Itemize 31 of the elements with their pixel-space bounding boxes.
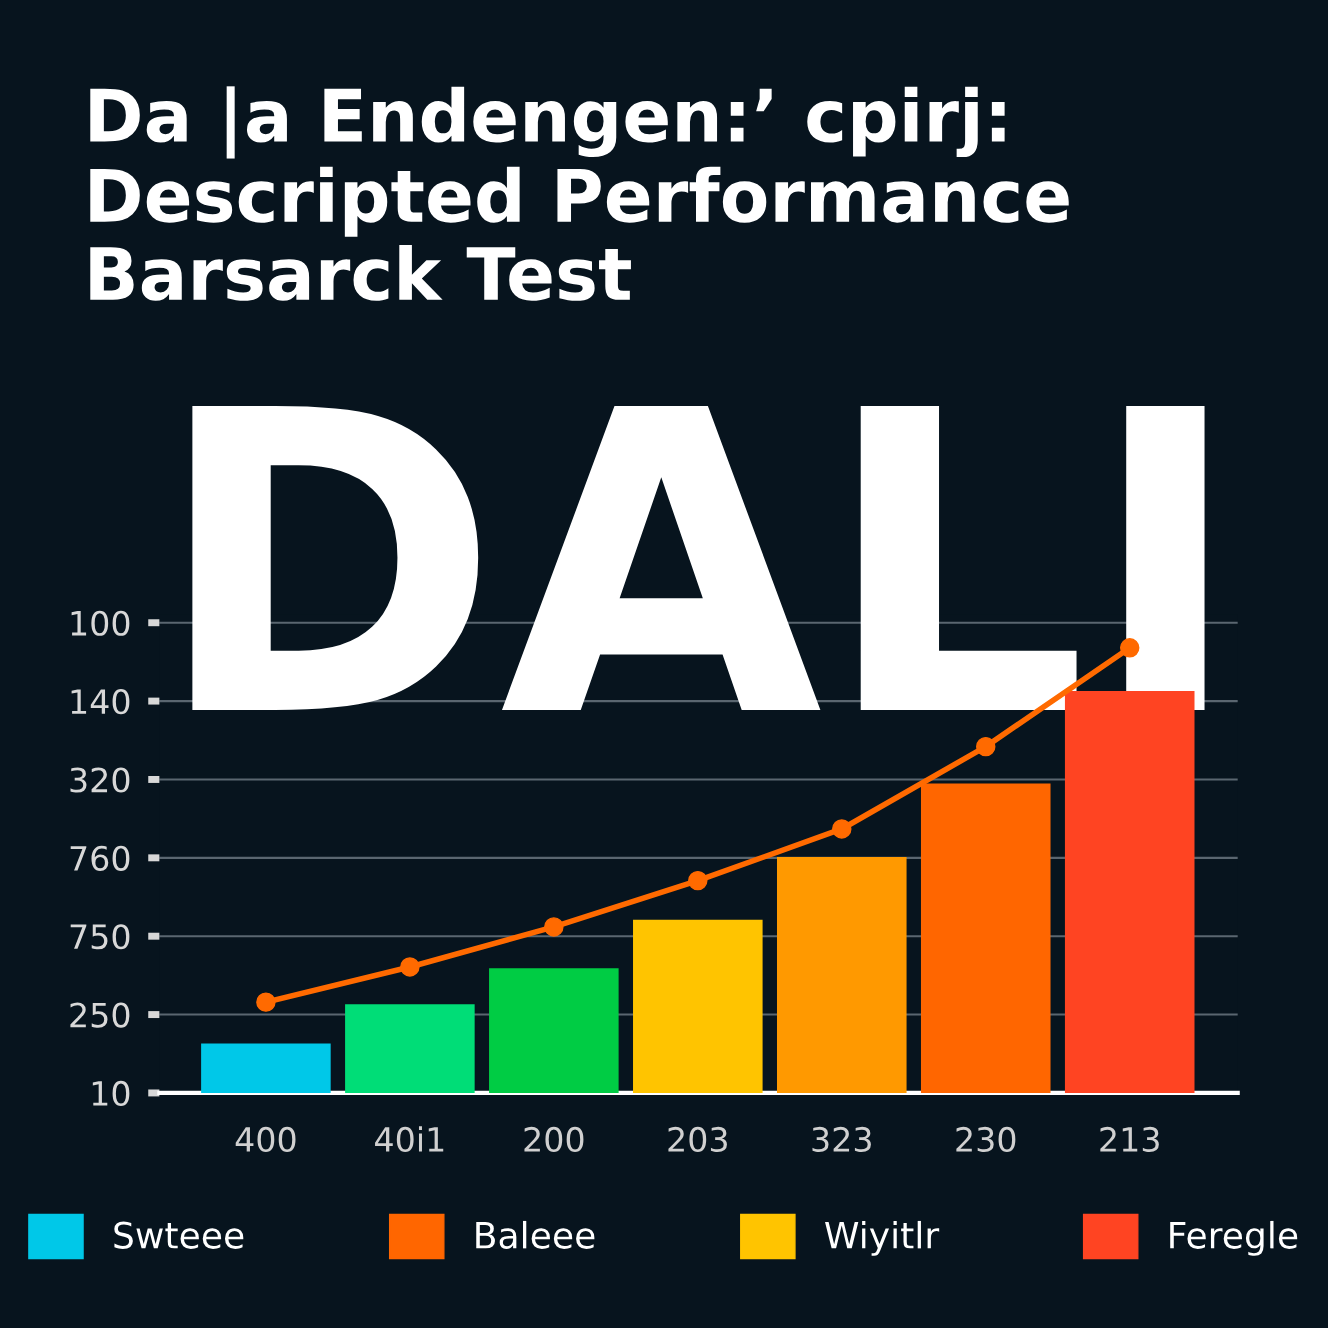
bar bbox=[345, 1004, 475, 1093]
x-tick-label: 213 bbox=[1100, 1126, 1159, 1153]
x-tick-label: 203 bbox=[668, 1126, 727, 1153]
bar bbox=[201, 1043, 331, 1093]
bar bbox=[633, 919, 763, 1093]
annotation: DALI bbox=[192, 406, 1205, 710]
legend-label: Feregle bbox=[1170, 1220, 1298, 1256]
chart-title: Da |a Endengen:ʼ cpirj: Descripted Performance Barsarck Test bbox=[90, 86, 1069, 301]
point bbox=[832, 819, 852, 839]
bar bbox=[776, 857, 907, 1093]
x-tick-label: 40i1 bbox=[375, 1126, 444, 1153]
legend-label: Wiyitlr bbox=[825, 1220, 940, 1256]
text: 750 bbox=[70, 924, 130, 950]
legend-label: Baleee bbox=[476, 1220, 595, 1249]
text: 250 bbox=[70, 1002, 130, 1028]
x-tick-label: 200 bbox=[524, 1126, 584, 1153]
x-tick-label: 400 bbox=[235, 1126, 296, 1153]
x-tick-label: 323 bbox=[812, 1126, 871, 1153]
text: 320 bbox=[70, 767, 130, 793]
point bbox=[256, 992, 276, 1012]
x-tick-label: 230 bbox=[956, 1126, 1016, 1153]
point bbox=[400, 957, 420, 977]
bar bbox=[489, 968, 619, 1093]
point bbox=[976, 736, 996, 757]
text: 100 bbox=[71, 610, 130, 636]
text: 760 bbox=[70, 845, 130, 871]
point bbox=[688, 870, 708, 891]
legend-label: Swteee bbox=[114, 1221, 244, 1249]
text: 10 bbox=[92, 1080, 130, 1107]
text: 140 bbox=[71, 689, 130, 715]
point bbox=[544, 917, 564, 937]
